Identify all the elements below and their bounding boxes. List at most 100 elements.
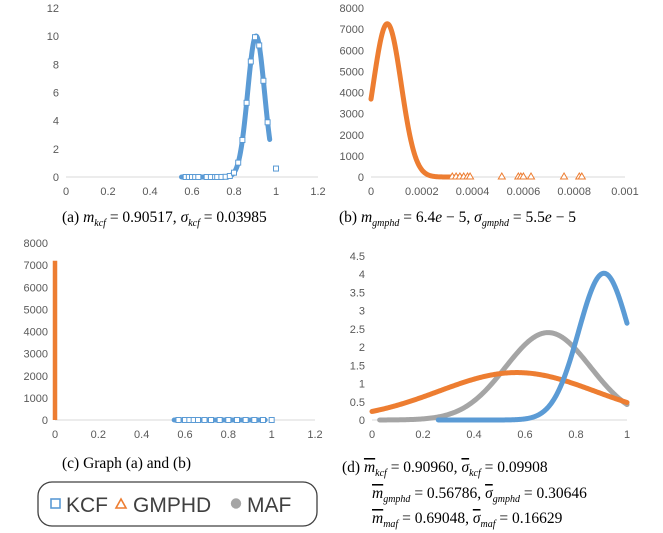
- y-tick-label: 4000: [24, 327, 48, 339]
- data-point-kcf: [264, 119, 271, 126]
- data-point-kcf: [195, 174, 202, 180]
- y-tick-label: 4: [359, 269, 365, 281]
- data-point-gmphd: [465, 172, 475, 180]
- x-tick-label: 0.4: [466, 429, 481, 441]
- y-tick-label: 0: [42, 415, 48, 427]
- data-point-kcf: [273, 165, 279, 172]
- legend-item-gmphd: GMPHD: [114, 494, 211, 517]
- x-tick-label: 1: [273, 186, 279, 198]
- svg-text:mgmphd = 0.56786, σgmphd = 0.3: mgmphd = 0.56786, σgmphd = 0.30646: [372, 485, 587, 505]
- x-tick-label: 0.2: [415, 429, 430, 441]
- y-tick-label: 6000: [24, 282, 48, 294]
- x-tick-label: 1.2: [307, 429, 322, 441]
- y-tick-label: 7000: [340, 24, 364, 36]
- data-point-kcf: [260, 416, 266, 423]
- data-point-kcf: [268, 417, 275, 423]
- x-tick-label: 0.4: [134, 429, 149, 441]
- y-tick-label: 3000: [24, 349, 48, 361]
- y-tick-label: 12: [47, 3, 59, 15]
- y-tick-label: 6000: [340, 45, 364, 57]
- x-tick-label: 0.0008: [557, 186, 591, 198]
- x-tick-label: 0.4: [142, 186, 157, 198]
- x-tick-label: 0: [63, 186, 69, 198]
- x-tick-label: 0.6: [184, 186, 199, 198]
- legend-item-maf: MAF: [230, 494, 291, 517]
- y-tick-label: 3000: [340, 109, 364, 121]
- svg-text:(a) mkcf = 0.90517, σkcf = 0.0: (a) mkcf = 0.90517, σkcf = 0.03985: [62, 209, 267, 229]
- x-tick-label: 0.0002: [405, 186, 439, 198]
- y-tick-label: 2.5: [350, 324, 365, 336]
- x-tick-label: 0.6: [177, 429, 192, 441]
- data-point-kcf: [239, 136, 246, 143]
- data-point-kcf: [208, 417, 214, 423]
- y-tick-label: 1000: [24, 393, 48, 405]
- series-line-gmphd: [369, 370, 630, 414]
- y-tick-label: 2: [359, 342, 365, 354]
- y-tick-label: 3.5: [350, 287, 365, 299]
- svg-text:(b) mgmphd = 6.4e − 5, σgmphd: (b) mgmphd = 6.4e − 5, σgmphd = 5.5e − 5: [339, 209, 576, 229]
- svg-text:(c) Graph (a) and (b): (c) Graph (a) and (b): [62, 455, 191, 472]
- x-tick-label: 0.0006: [507, 186, 541, 198]
- x-tick-label: 0: [368, 186, 374, 198]
- legend-label-kcf: KCF: [66, 494, 108, 517]
- data-point-gmphd: [526, 172, 536, 180]
- square-marker-icon: [50, 498, 61, 509]
- data-point-kcf: [235, 159, 242, 166]
- y-tick-label: 0: [53, 172, 59, 184]
- x-tick-label: 0.8: [226, 186, 241, 198]
- data-point-kcf: [251, 416, 258, 423]
- y-tick-label: 1: [359, 379, 365, 391]
- legend-item-kcf: KCF: [50, 494, 108, 517]
- legend: KCF GMPHD MAF: [37, 481, 318, 527]
- y-tick-label: 2000: [340, 130, 364, 142]
- triangle-marker-icon: [114, 497, 128, 509]
- data-point-kcf: [201, 417, 208, 423]
- data-point-kcf: [216, 417, 223, 423]
- y-tick-label: 5000: [24, 304, 48, 316]
- data-point-kcf: [234, 416, 240, 423]
- y-tick-label: 0: [358, 172, 364, 184]
- y-tick-label: 4000: [340, 88, 364, 100]
- y-tick-label: 8000: [340, 3, 364, 15]
- panel-a: 0 2 4 6 8 10 12 0 0.2 0.4 0.6 0.8 1 1.2: [47, 3, 326, 198]
- series-line-gmphd: [368, 21, 465, 180]
- data-point-gmphd: [577, 172, 587, 180]
- caption-c: (c) Graph (a) and (b): [62, 455, 191, 472]
- data-point-kcf: [175, 417, 182, 423]
- data-point-kcf: [195, 417, 201, 423]
- data-point-kcf: [231, 169, 237, 176]
- caption-d: (d) mkcf = 0.90960, σkcf = 0.09908 mgmph…: [342, 459, 587, 530]
- y-tick-label: 0.5: [350, 397, 365, 409]
- data-point-kcf: [225, 416, 232, 423]
- y-tick-label: 2: [53, 144, 59, 156]
- data-point-kcf: [242, 416, 249, 423]
- x-tick-label: 0.8: [568, 429, 583, 441]
- data-point-kcf: [226, 172, 233, 179]
- series-line-kcf: [435, 270, 630, 423]
- y-tick-label: 8: [53, 59, 59, 71]
- y-tick-label: 4.5: [350, 251, 365, 263]
- y-tick-label: 7000: [24, 260, 48, 272]
- svg-text:(d) mkcf = 0.90960, σkcf = 0.0: (d) mkcf = 0.90960, σkcf = 0.09908: [342, 459, 548, 479]
- data-point-kcf: [252, 34, 258, 41]
- data-point-kcf: [243, 99, 250, 106]
- y-tick-label: 2000: [24, 371, 48, 383]
- y-tick-label: 0: [359, 415, 365, 427]
- data-point-kcf: [256, 42, 263, 49]
- legend-label-maf: MAF: [247, 494, 291, 517]
- y-tick-label: 1000: [340, 151, 364, 163]
- x-tick-label: 0: [52, 429, 58, 441]
- x-tick-label: 1: [624, 429, 630, 441]
- x-tick-label: 0.6: [517, 429, 532, 441]
- x-tick-label: 0.001: [611, 186, 639, 198]
- data-point-gmphd: [519, 172, 528, 180]
- panel-b: 0 1000 2000 3000 4000 5000 6000 7000 8000 0 0.0002…: [340, 3, 639, 198]
- y-tick-label: 6: [53, 88, 59, 100]
- x-tick-label: 1: [269, 429, 275, 441]
- x-tick-label: 0: [369, 429, 375, 441]
- y-tick-label: 8000: [24, 238, 48, 250]
- data-point-gmphd: [497, 172, 507, 180]
- y-tick-label: 3: [359, 306, 365, 318]
- x-tick-label: 0.0004: [456, 186, 490, 198]
